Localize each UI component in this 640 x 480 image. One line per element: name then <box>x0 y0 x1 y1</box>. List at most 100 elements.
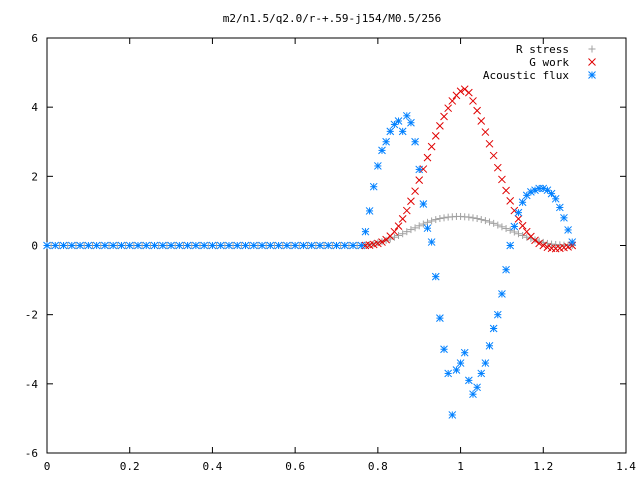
data-point <box>444 104 453 113</box>
data-point <box>568 238 577 246</box>
data-point <box>390 227 399 236</box>
series-g-work <box>361 85 577 253</box>
data-point <box>510 222 519 231</box>
data-point <box>378 238 386 246</box>
data-point <box>427 142 436 151</box>
data-point <box>183 241 192 250</box>
legend-marker <box>588 58 596 66</box>
data-point <box>519 231 527 239</box>
data-point <box>407 197 415 206</box>
data-point <box>514 230 522 238</box>
data-point <box>419 200 428 208</box>
data-point <box>134 241 142 250</box>
data-point <box>158 241 167 250</box>
legend-marker <box>588 45 596 53</box>
x-tick-label: 0 <box>44 460 51 473</box>
data-point <box>428 217 436 225</box>
data-point <box>502 186 510 195</box>
data-point <box>469 214 477 222</box>
data-point <box>502 225 510 233</box>
y-tick-label: 0 <box>31 240 38 253</box>
data-point <box>299 241 308 250</box>
data-point <box>481 128 490 136</box>
data-point <box>555 203 564 212</box>
data-point <box>477 216 485 224</box>
y-tick-label: 2 <box>31 170 38 183</box>
data-point <box>332 241 341 250</box>
data-point <box>266 241 275 250</box>
data-point <box>477 117 486 125</box>
data-point <box>436 215 444 223</box>
data-point <box>469 390 477 399</box>
data-point <box>473 383 481 392</box>
data-point <box>283 241 291 250</box>
data-point <box>448 411 457 419</box>
data-point <box>440 345 448 354</box>
data-point <box>494 221 502 229</box>
data-point <box>419 220 427 228</box>
y-tick-label: -6 <box>25 447 38 460</box>
data-point <box>493 310 502 319</box>
data-point <box>477 369 486 378</box>
data-point <box>531 236 539 245</box>
y-tick-label: -4 <box>25 378 39 391</box>
data-point <box>225 241 233 250</box>
data-point <box>527 188 535 196</box>
data-point <box>486 218 494 226</box>
data-point <box>489 324 498 333</box>
data-point <box>485 341 494 350</box>
data-point <box>84 241 93 250</box>
x-tick-label: 0.4 <box>202 460 222 473</box>
y-tick-label: -2 <box>25 309 38 322</box>
data-point <box>481 359 490 367</box>
data-point <box>456 87 465 96</box>
data-point <box>398 215 407 223</box>
data-point <box>427 238 436 246</box>
data-point <box>560 213 568 222</box>
data-point <box>452 366 461 374</box>
y-tick-label: 6 <box>31 32 38 45</box>
data-point <box>365 207 374 215</box>
data-point <box>436 314 444 322</box>
data-point <box>456 359 465 367</box>
data-point <box>506 197 515 205</box>
data-point <box>473 215 481 223</box>
data-point <box>340 241 349 250</box>
legend-marker <box>588 71 596 79</box>
data-point <box>464 376 473 385</box>
data-point <box>92 241 101 250</box>
data-point <box>192 241 200 250</box>
data-point <box>531 186 539 195</box>
data-point <box>167 241 175 250</box>
data-point <box>518 221 527 230</box>
data-point <box>440 214 448 222</box>
data-point <box>216 241 225 250</box>
data-point <box>415 222 423 230</box>
data-point <box>378 146 386 155</box>
data-point <box>502 265 510 274</box>
data-point <box>109 241 118 250</box>
data-point <box>432 216 440 224</box>
data-point <box>535 239 544 248</box>
data-point <box>374 162 382 170</box>
data-point <box>514 208 523 217</box>
data-point <box>51 241 60 250</box>
data-point <box>506 241 515 250</box>
data-point <box>436 121 444 130</box>
data-point <box>493 163 502 172</box>
data-point <box>43 241 51 250</box>
data-point <box>117 241 126 250</box>
data-point <box>142 241 151 250</box>
data-point <box>403 228 411 236</box>
data-point <box>390 233 398 241</box>
data-point <box>465 213 473 221</box>
x-tick-label: 0.8 <box>368 460 388 473</box>
data-point <box>369 182 378 191</box>
data-point <box>125 241 134 250</box>
data-point <box>175 241 184 250</box>
data-point <box>411 224 419 232</box>
data-point <box>399 230 407 238</box>
data-point <box>76 241 84 250</box>
data-point <box>440 112 448 121</box>
